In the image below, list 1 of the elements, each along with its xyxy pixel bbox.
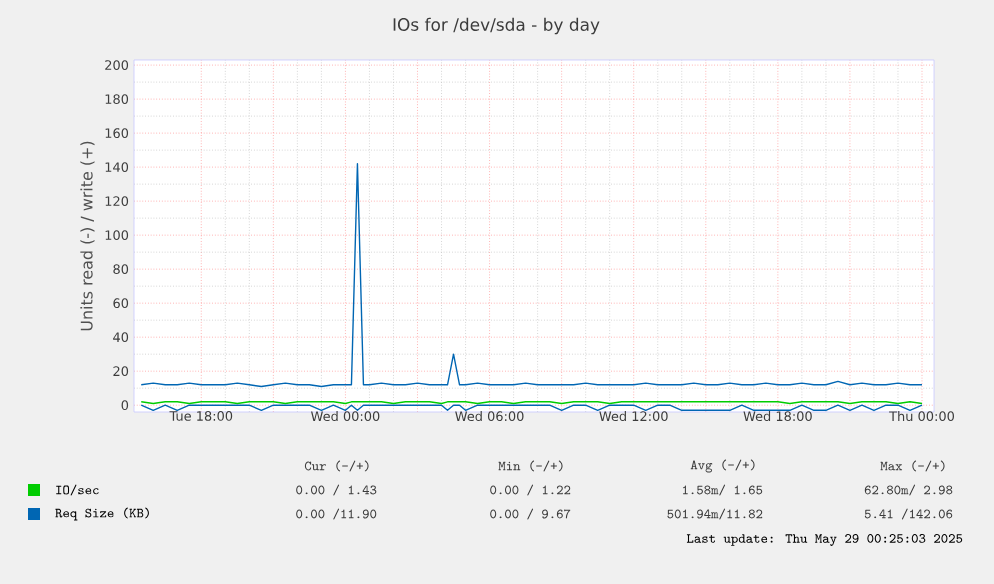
chart-title: IOs for /dev/sda - by day [393, 17, 600, 35]
